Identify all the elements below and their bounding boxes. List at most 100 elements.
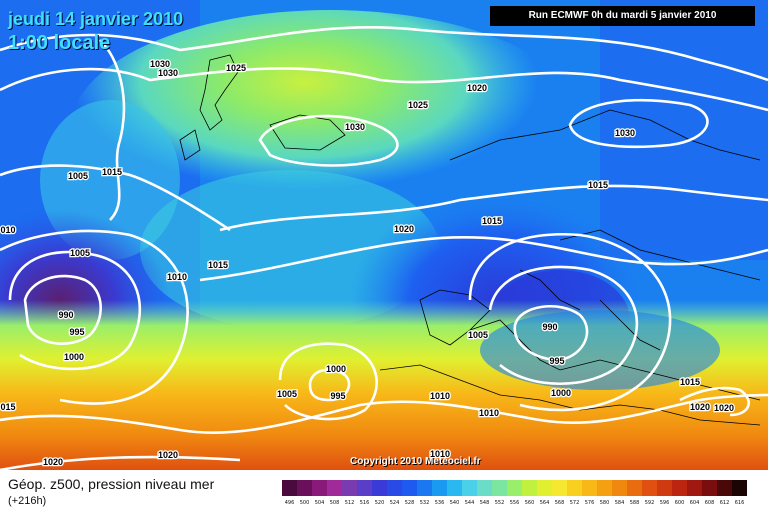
- scale-tick-label: 560: [524, 500, 535, 506]
- isobar-label: 1005: [68, 171, 88, 181]
- scale-swatch: [672, 480, 687, 496]
- scale-tick-label: 544: [464, 500, 475, 506]
- isobar-label: 1025: [408, 100, 428, 110]
- isobar-label: 1000: [551, 388, 571, 398]
- scale-tick-label: 588: [629, 500, 640, 506]
- isobar-label: 995: [69, 327, 84, 337]
- scale-tick-label: 556: [509, 500, 520, 506]
- scale-swatch: [477, 480, 492, 496]
- scale-swatch: [447, 480, 462, 496]
- scale-tick-label: 564: [539, 500, 550, 506]
- scale-tick-label: 516: [359, 500, 370, 506]
- forecast-date: jeudi 14 janvier 2010: [8, 9, 184, 29]
- isobar-label: 1005: [468, 330, 488, 340]
- scale-tick-label: 608: [704, 500, 715, 506]
- scale-tick-label: 508: [329, 500, 340, 506]
- scale-tick-label: 596: [659, 500, 670, 506]
- isobar-label: 1020: [714, 403, 734, 413]
- scale-swatch: [552, 480, 567, 496]
- isobar-label: 1005: [70, 248, 90, 258]
- scale-swatch: [642, 480, 657, 496]
- scale-swatch: [297, 480, 312, 496]
- scale-tick-label: 612: [719, 500, 730, 506]
- scale-swatch: [342, 480, 357, 496]
- isobar-label: 1020: [467, 83, 487, 93]
- scale-tick-label: 528: [404, 500, 415, 506]
- scale-tick-label: 600: [674, 500, 685, 506]
- scale-tick-label: 504: [314, 500, 325, 506]
- scale-swatch: [657, 480, 672, 496]
- scale-tick-label: 496: [284, 500, 295, 506]
- isobars: [0, 25, 768, 470]
- scale-tick-label: 500: [299, 500, 310, 506]
- scale-tick-label: 576: [584, 500, 595, 506]
- scale-tick-label: 532: [419, 500, 430, 506]
- scale-swatch: [537, 480, 552, 496]
- scale-swatch: [627, 480, 642, 496]
- isobar-label: 995: [330, 391, 345, 401]
- copyright-label: Copyright 2010 Meteociel.fr: [350, 456, 481, 467]
- isobar-label: 1000: [64, 352, 84, 362]
- scale-swatch: [432, 480, 447, 496]
- scale-swatch: [597, 480, 612, 496]
- forecast-time: 1:00 locale: [8, 32, 111, 54]
- isobar-label: 990: [542, 322, 557, 332]
- scale-swatch: [387, 480, 402, 496]
- isobar-label: 1010: [430, 449, 450, 459]
- isobar-label: 1010: [479, 408, 499, 418]
- isobar-label: 1010: [167, 272, 187, 282]
- coastlines: [179, 54, 761, 426]
- scale-tick-label: 512: [344, 500, 355, 506]
- chart-variable-title: Géop. z500, pression niveau mer: [8, 476, 215, 492]
- scale-swatch: [312, 480, 327, 496]
- scale-swatch: [357, 480, 372, 496]
- scale-tick-label: 552: [494, 500, 505, 506]
- isobar-label: 1030: [345, 122, 365, 132]
- scale-swatch: [522, 480, 537, 496]
- scale-swatch: [582, 480, 597, 496]
- isobar-label: 1000: [326, 364, 346, 374]
- scale-tick-label: 584: [614, 500, 625, 506]
- scale-tick-label: 536: [434, 500, 445, 506]
- isobar-label: 015: [0, 402, 15, 412]
- scale-tick-label: 540: [449, 500, 460, 506]
- isobar-label: 1020: [394, 224, 414, 234]
- scale-swatch: [732, 480, 747, 496]
- scale-tick-label: 592: [644, 500, 655, 506]
- scale-tick-label: 524: [389, 500, 400, 506]
- scale-tick-label: 568: [554, 500, 565, 506]
- scale-swatch: [702, 480, 717, 496]
- scale-swatch: [612, 480, 627, 496]
- scale-swatch: [402, 480, 417, 496]
- isobar-label: 990: [58, 310, 73, 320]
- scale-swatch: [492, 480, 507, 496]
- isobar-label: 1030: [158, 68, 178, 78]
- scale-tick-label: 572: [569, 500, 580, 506]
- isobar-label: 1010: [430, 391, 450, 401]
- isobar-label: 1030: [615, 128, 635, 138]
- isobar-label: 1015: [680, 377, 700, 387]
- isobar-label: 1005: [277, 389, 297, 399]
- lead-time-label: (+216h): [8, 495, 47, 507]
- scale-swatch: [462, 480, 477, 496]
- isobar-label: 1015: [588, 180, 608, 190]
- scale-swatch: [417, 480, 432, 496]
- isobar-label: 1015: [102, 167, 122, 177]
- isobar-label: 1020: [690, 402, 710, 412]
- scale-tick-label: 520: [374, 500, 385, 506]
- scale-tick-label: 580: [599, 500, 610, 506]
- isobar-label: 1030: [150, 59, 170, 69]
- legend-footer: Géop. z500, pression niveau mer (+216h) …: [0, 470, 768, 512]
- scale-swatch: [507, 480, 522, 496]
- scale-swatch: [327, 480, 342, 496]
- scale-swatch: [567, 480, 582, 496]
- scale-tick-label: 604: [689, 500, 700, 506]
- isobar-label: 1015: [208, 260, 228, 270]
- scale-tick-label: 548: [479, 500, 490, 506]
- scale-swatch: [372, 480, 387, 496]
- isobar-label: 1025: [226, 63, 246, 73]
- isobar-label: 1020: [43, 457, 63, 467]
- isobar-label: 1015: [482, 216, 502, 226]
